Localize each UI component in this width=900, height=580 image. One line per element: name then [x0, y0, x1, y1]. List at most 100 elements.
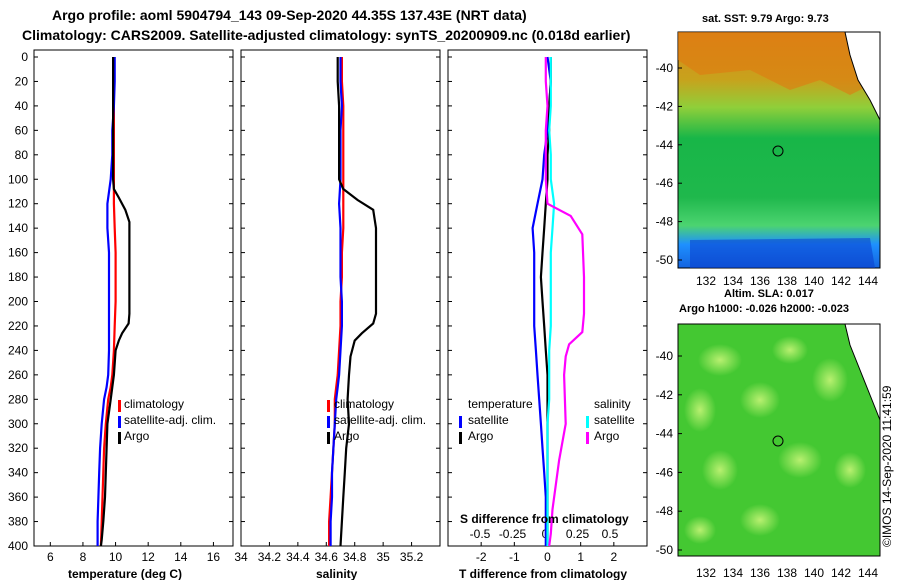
depth-tick-label: 240 — [8, 343, 28, 357]
sla-blob — [740, 382, 780, 418]
profile-line-salinity-argo — [544, 57, 586, 547]
map-lat-label: -48 — [656, 215, 674, 229]
sla-blob — [702, 450, 738, 490]
sst-lon-axis: 132 134 136 138 140 142 144 — [696, 274, 878, 288]
x-tick-label: 12 — [142, 550, 156, 564]
map-lat-label: -50 — [656, 543, 674, 557]
legend-climatology: climatology — [334, 397, 394, 411]
x-tick-label: 34.2 — [258, 550, 282, 564]
x-tick-label-secondary: -0.5 — [470, 527, 491, 541]
sla-float-marker — [772, 435, 784, 447]
temperature-panel — [33, 49, 234, 547]
depth-tick-label: 380 — [8, 515, 28, 529]
map-lon-label: 134 — [723, 566, 743, 580]
sst-land — [844, 31, 881, 121]
depth-tick-label: 300 — [8, 417, 28, 431]
depth-tick-label: 400 — [8, 539, 28, 553]
depth-tick-label: 100 — [8, 172, 28, 186]
depth-tick-label: 0 — [21, 50, 28, 64]
legend-swatch-argo — [327, 432, 330, 444]
legend-swatch-argo — [118, 432, 121, 444]
profile-line-argo — [336, 57, 378, 547]
header-line-2: Climatology: CARS2009. Satellite-adjuste… — [22, 27, 630, 43]
depth-tick-label: 140 — [8, 221, 28, 235]
salinity-xlabel: salinity — [316, 567, 358, 580]
salinity-legend: climatology satellite-adj. clim. Argo — [327, 397, 426, 444]
map-lon-label: 140 — [804, 566, 824, 580]
legend-swatch-sal-satellite — [586, 416, 589, 428]
sla-blob — [740, 504, 780, 536]
map-lat-label: -46 — [656, 176, 674, 190]
legend-swatch-satellite — [327, 416, 330, 428]
sst-map — [677, 31, 881, 269]
x-tick-label: 10 — [109, 550, 123, 564]
map-lat-label: -40 — [656, 61, 674, 75]
map-lat-label: -50 — [656, 253, 674, 267]
temperature-legend: climatology satellite-adj. clim. Argo — [118, 397, 216, 444]
map-lon-label: 144 — [858, 566, 878, 580]
sla-map-subtitle: Argo h1000: -0.026 h2000: -0.023 — [679, 303, 849, 315]
x-tick-label: 34.8 — [343, 550, 367, 564]
x-tick-label: 8 — [80, 550, 87, 564]
difference-xlabel: T difference from climatology — [459, 567, 627, 580]
legend-argo: Argo — [124, 429, 150, 443]
depth-tick-label: 80 — [15, 148, 29, 162]
sla-land — [844, 323, 881, 421]
sla-blob — [834, 452, 866, 488]
depth-tick-label: 20 — [15, 74, 29, 88]
sst-map-title: sat. SST: 9.79 Argo: 9.73 — [702, 13, 829, 25]
x-tick-label: -2 — [476, 550, 487, 564]
legend-swatch-temp-argo — [459, 432, 462, 444]
x-tick-label: -1 — [509, 550, 520, 564]
depth-tick-label: 40 — [15, 99, 29, 113]
legend-swatch-climatology — [118, 400, 121, 412]
depth-tick-label: 160 — [8, 246, 28, 260]
legend-salinity-title: salinity — [594, 397, 631, 411]
profile-line-argo — [99, 57, 131, 547]
profile-line-salinity-satellite — [546, 57, 556, 546]
depth-tick-label: 260 — [8, 368, 28, 382]
map-lon-label: 136 — [750, 566, 770, 580]
depth-axis: 0 20 40 60 80 100 120 140 160 180 200 220 240 260 280 3… — [8, 50, 647, 553]
sst-float-marker — [772, 145, 784, 157]
sla-lon-axis: 132 134 136 138 140 142 144 — [696, 566, 878, 580]
sst-lat-axis: -40 -42 -44 -46 -48 -50 — [656, 61, 682, 267]
depth-tick-label: 180 — [8, 270, 28, 284]
profile-line-satellite-adj-clim- — [329, 57, 344, 546]
footer-timestamp: ©IMOS 14-Sep-2020 11:41:59 — [880, 385, 894, 547]
sla-blob — [812, 358, 848, 402]
map-lat-label: -44 — [656, 138, 674, 152]
depth-tick-label: 60 — [15, 123, 29, 137]
legend-sal-satellite: satellite — [594, 413, 635, 427]
depth-tick-label: 360 — [8, 490, 28, 504]
temperature-xlabel: temperature (deg C) — [68, 567, 182, 580]
depth-tick-label: 200 — [8, 295, 28, 309]
sla-blob — [698, 344, 742, 376]
sla-blob — [684, 516, 716, 544]
legend-swatch-satellite — [118, 416, 121, 428]
x-tick-label: 14 — [174, 550, 188, 564]
map-lat-label: -42 — [656, 388, 674, 402]
sla-map-title: Altim. SLA: 0.017 — [724, 288, 814, 300]
difference-legend: temperature satellite Argo salinity sate… — [459, 397, 635, 444]
x-tick-label-secondary: 0.5 — [602, 527, 619, 541]
x-tick-label-secondary: -0.25 — [499, 527, 527, 541]
legend-swatch-sal-argo — [586, 432, 589, 444]
map-lat-label: -46 — [656, 465, 674, 479]
x-tick-label: 34 — [234, 550, 248, 564]
x-tick-label: 2 — [610, 550, 617, 564]
legend-sal-argo: Argo — [594, 429, 620, 443]
depth-tick-label: 340 — [8, 466, 28, 480]
header-line-1: Argo profile: aoml 5904794_143 09-Sep-20… — [52, 7, 527, 23]
legend-satellite: satellite-adj. clim. — [124, 413, 216, 427]
legend-argo: Argo — [334, 429, 360, 443]
map-lon-label: 144 — [858, 274, 878, 288]
sst-warm-region — [678, 32, 880, 95]
sla-blob — [772, 336, 808, 364]
depth-tick-label: 220 — [8, 319, 28, 333]
x-tick-label: 34.6 — [315, 550, 339, 564]
x-tick-label: 0 — [544, 550, 551, 564]
sla-lat-axis: -40 -42 -44 -46 -48 -50 — [656, 349, 682, 557]
x-tick-label: 34.4 — [286, 550, 310, 564]
